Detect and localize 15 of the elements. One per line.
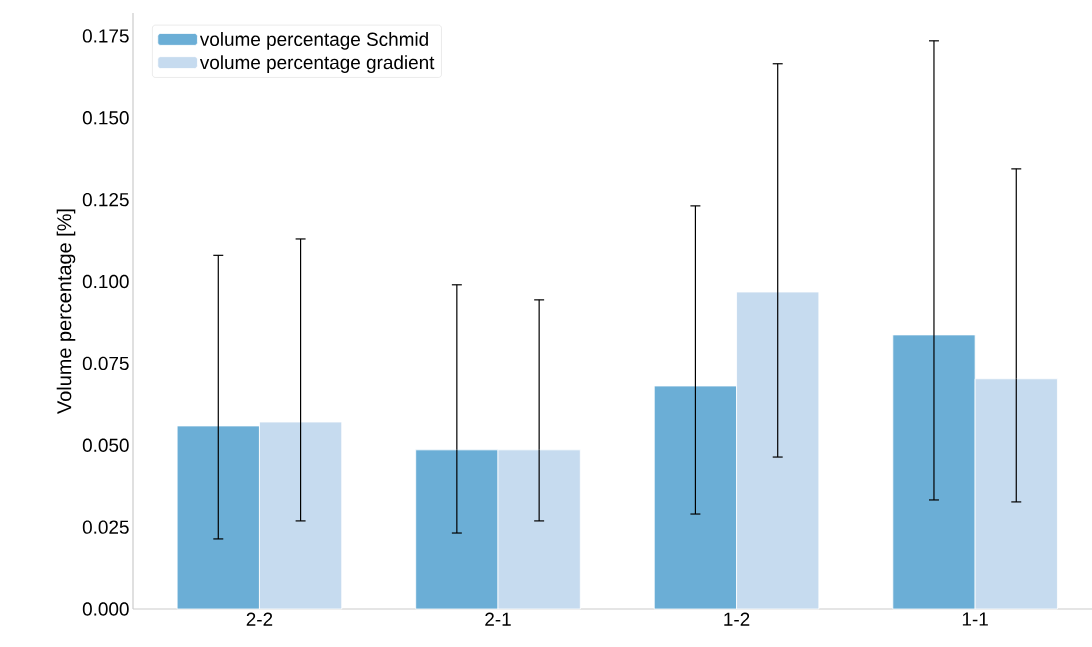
y-tick-label: 0.000: [82, 602, 129, 616]
x-tick-label: 2-1: [485, 612, 511, 626]
y-axis-title: Volume percentage [%]: [56, 209, 76, 414]
y-tick-label: 0.100: [82, 274, 129, 289]
y-tick-label: 0.125: [82, 192, 129, 207]
y-tick-label: 0.150: [82, 111, 129, 125]
legend-label: volume percentage gradient: [199, 55, 435, 73]
y-tick-label: 0.025: [82, 520, 129, 534]
y-tick-label: 0.075: [82, 356, 129, 371]
x-tick-label: 2-2: [246, 612, 273, 626]
legend-label: volume percentage Schmid: [199, 32, 428, 50]
y-tick-label: 0.050: [82, 438, 129, 452]
y-tick-label: 0.175: [82, 29, 129, 43]
x-tick-label: 1-1: [962, 612, 988, 626]
x-tick-label: 1-2: [724, 612, 750, 626]
